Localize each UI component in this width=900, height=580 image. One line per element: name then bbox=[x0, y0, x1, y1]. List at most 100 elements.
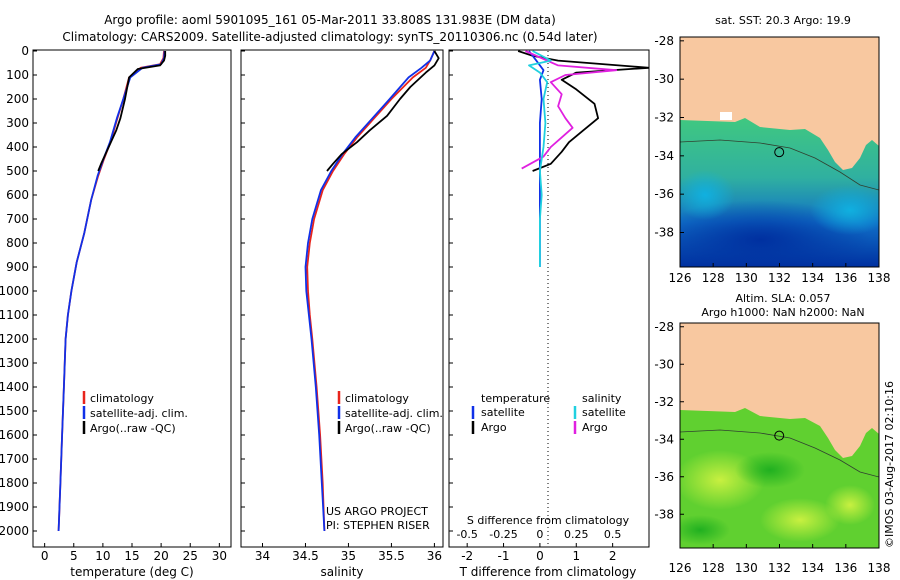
series-line-satellite-adj-clim- bbox=[304, 50, 436, 532]
x-tick-label: 0 bbox=[536, 549, 544, 563]
temperature-series bbox=[57, 50, 167, 532]
legend-title-temperature: temperature bbox=[481, 392, 550, 405]
sst-cyan-patch bbox=[810, 185, 879, 235]
x-tick-label: 34.5 bbox=[292, 549, 319, 563]
map-lon-tick-label: 132 bbox=[768, 561, 791, 575]
salinity-tick-labels: 34 34.5 35 35.5 36 bbox=[241, 50, 442, 563]
s-difference-tick-label: 0 bbox=[536, 528, 543, 541]
figure-title-line1: Argo profile: aoml 5901095_161 05-Mar-20… bbox=[104, 13, 556, 27]
salinity-xlabel: salinity bbox=[320, 565, 363, 579]
s-difference-tick-label: -0.5 bbox=[456, 528, 477, 541]
depth-tick-label: 700 bbox=[6, 212, 29, 226]
sla-low-patch-2 bbox=[680, 515, 730, 545]
salinity-plot-area bbox=[240, 49, 444, 548]
map-lat-tick-label: -36 bbox=[654, 187, 674, 201]
x-tick-label: 25 bbox=[183, 549, 198, 563]
map-lon-tick-label: 126 bbox=[669, 271, 692, 285]
map-lon-tick-label: 128 bbox=[702, 271, 725, 285]
map-lon-tick-label: 134 bbox=[801, 271, 824, 285]
depth-tick-label: 1800 bbox=[0, 476, 29, 490]
depth-tick-label: 1200 bbox=[0, 332, 29, 346]
depth-tick-label: 0 bbox=[21, 44, 29, 58]
map-lat-tick-label: -34 bbox=[654, 432, 674, 446]
temperature-panel: 0100200300400500600700800900100011001200… bbox=[0, 44, 232, 579]
legend-label-satellite-adj: satellite-adj. clim. bbox=[345, 407, 443, 420]
x-tick-label: 35.5 bbox=[378, 549, 405, 563]
salinity-series bbox=[304, 50, 440, 532]
legend-label-climatology: climatology bbox=[90, 392, 154, 405]
map-lon-tick-label: 130 bbox=[735, 271, 758, 285]
x-tick-label: 2 bbox=[609, 549, 617, 563]
map-lat-tick-label: -28 bbox=[654, 320, 674, 334]
sla-map: Altim. SLA: 0.057 Argo h1000: NaN h2000:… bbox=[654, 292, 890, 575]
depth-tick-label: 400 bbox=[6, 140, 29, 154]
x-tick-label: 1 bbox=[572, 549, 580, 563]
map-lat-tick-label: -32 bbox=[654, 111, 674, 125]
t-difference-tick-labels: -2 -1 0 1 2 bbox=[449, 50, 617, 563]
sla-low-patch bbox=[735, 452, 805, 488]
series-line-salinity-satellite bbox=[528, 50, 552, 267]
map-lon-tick-label: 138 bbox=[868, 271, 891, 285]
depth-tick-labels: 0 100 200 300 400 500 600 700 800 900 1000 1100 1200… bbox=[0, 44, 37, 538]
s-difference-tick-label: -0.25 bbox=[489, 528, 517, 541]
t-difference-label: T difference from climatology bbox=[459, 565, 637, 579]
x-tick-label: 15 bbox=[124, 549, 139, 563]
map-lat-tick-label: -38 bbox=[654, 507, 674, 521]
sst-no-data-patch bbox=[720, 112, 732, 120]
map-lon-tick-label: 126 bbox=[669, 561, 692, 575]
sst-argo-marker bbox=[774, 147, 785, 158]
depth-tick-label: 300 bbox=[6, 116, 29, 130]
map-lat-tick-label: -36 bbox=[654, 470, 674, 484]
depth-tick-label: 600 bbox=[6, 188, 29, 202]
x-tick-label: 20 bbox=[153, 549, 168, 563]
depth-tick-label: 1500 bbox=[0, 404, 29, 418]
difference-plot-area bbox=[448, 49, 650, 548]
legend-label-argo: Argo(..raw -QC) bbox=[345, 422, 431, 435]
sst-map-title: sat. SST: 20.3 Argo: 19.9 bbox=[715, 14, 851, 27]
x-tick-label: 35 bbox=[341, 549, 356, 563]
map-lon-tick-label: 138 bbox=[868, 561, 891, 575]
s-difference-label: S difference from climatology bbox=[467, 514, 630, 527]
pi-annotation: PI: STEPHEN RISER bbox=[326, 519, 430, 532]
sla-argo-marker bbox=[774, 430, 785, 441]
map-lat-tick-label: -38 bbox=[654, 226, 674, 240]
legend-label-sal-argo: Argo bbox=[582, 421, 608, 434]
map-lon-tick-label: 132 bbox=[768, 271, 791, 285]
sst-cyan-patch-2 bbox=[680, 170, 735, 220]
x-tick-label: 0 bbox=[41, 549, 49, 563]
temperature-plot-area bbox=[32, 49, 232, 548]
s-difference-tick-label: 0.5 bbox=[604, 528, 622, 541]
map-lat-tick-label: -34 bbox=[654, 149, 674, 163]
depth-tick-label: 1100 bbox=[0, 308, 29, 322]
difference-legend: temperature satellite Argo salinity sate… bbox=[471, 392, 626, 434]
project-annotation: US ARGO PROJECT bbox=[326, 505, 428, 518]
depth-tick-label: 1400 bbox=[0, 380, 29, 394]
sst-map: sat. SST: 20.3 Argo: 19.9 126 128 130 132 13… bbox=[654, 14, 891, 285]
map-lat-tick-label: -28 bbox=[654, 34, 674, 48]
depth-tick-label: 200 bbox=[6, 92, 29, 106]
map-lon-tick-label: 136 bbox=[834, 561, 857, 575]
depth-tick-label: 100 bbox=[6, 68, 29, 82]
sla-map-title-line1: Altim. SLA: 0.057 bbox=[735, 292, 830, 305]
sla-map-tick-labels: 126 128 130 132 134 136 138 -28 -30 -32 -34 -36 -38 bbox=[654, 320, 890, 575]
legend-label-temp-argo: Argo bbox=[481, 421, 507, 434]
legend-label-temp-satellite: satellite bbox=[481, 406, 525, 419]
legend-label-sal-satellite: satellite bbox=[582, 406, 626, 419]
series-line-temperature-satellite bbox=[528, 50, 545, 267]
map-lat-tick-label: -30 bbox=[654, 72, 674, 86]
series-line-salinity-argo bbox=[521, 50, 618, 170]
depth-tick-label: 1900 bbox=[0, 500, 29, 514]
sla-map-title-line2: Argo h1000: NaN h2000: NaN bbox=[701, 306, 864, 319]
legend-label-satellite-adj: satellite-adj. clim. bbox=[90, 407, 188, 420]
map-lat-tick-label: -32 bbox=[654, 395, 674, 409]
temperature-legend: climatology satellite-adj. clim. Argo(..… bbox=[82, 391, 188, 435]
salinity-panel: 34 34.5 35 35.5 36 salinity climatology sate… bbox=[240, 49, 444, 579]
depth-tick-label: 900 bbox=[6, 260, 29, 274]
x-tick-label: -1 bbox=[498, 549, 510, 563]
map-lon-tick-label: 136 bbox=[834, 271, 857, 285]
depth-tick-label: 1000 bbox=[0, 284, 29, 298]
s-difference-tick-label: 0.25 bbox=[564, 528, 589, 541]
map-lon-tick-label: 134 bbox=[801, 561, 824, 575]
series-line-argo-raw-qc- bbox=[97, 51, 167, 172]
